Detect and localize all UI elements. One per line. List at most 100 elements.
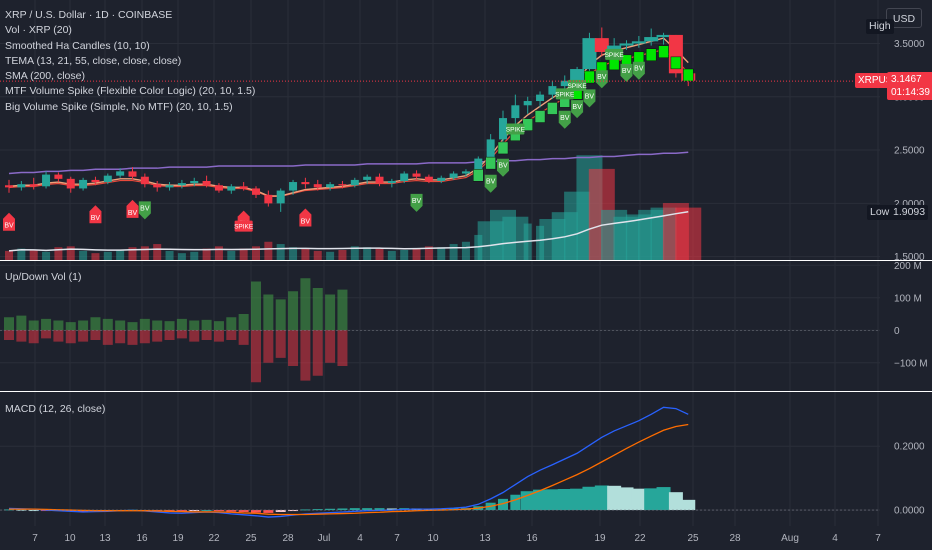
price-tick-label: 2.0000 — [894, 199, 925, 210]
candle-body — [548, 86, 557, 95]
volume-bar — [424, 246, 433, 260]
macd-histogram-bar — [337, 508, 348, 511]
candle-body — [412, 173, 421, 177]
volume-bar — [449, 244, 458, 260]
ha-candle — [534, 110, 546, 123]
up-volume-bar — [325, 294, 336, 331]
macd-tick-label: 0.0000 — [894, 506, 925, 517]
bv-marker — [620, 63, 633, 82]
candle-body — [607, 45, 622, 52]
bv-marker-label: BV — [91, 215, 101, 222]
macd-histogram-bar — [374, 508, 385, 511]
macd-histogram-bar — [288, 510, 299, 512]
candle-body — [363, 176, 372, 180]
updown-tick-label: 100 M — [894, 293, 922, 304]
bv-marker — [583, 89, 596, 108]
macd-histogram-bar — [656, 487, 671, 511]
grid-lines — [0, 0, 880, 526]
spike-marker — [506, 123, 525, 135]
candle-body — [103, 175, 112, 183]
up-volume-bar — [275, 299, 286, 331]
up-volume-bar — [90, 317, 101, 331]
legend-volume[interactable]: Vol · XRP (20) — [5, 24, 72, 37]
macd-pane[interactable] — [0, 406, 880, 518]
candle-body — [276, 190, 285, 204]
volume-bar — [437, 247, 446, 260]
bv-marker — [632, 61, 645, 80]
price-pane[interactable]: BVBVBVBVBVBVBVBVBVBVBVBVBVBVBVSPIKESPIKE… — [0, 27, 880, 260]
volume-bar — [461, 241, 470, 260]
time-tick-label: 22 — [208, 533, 220, 544]
up-volume-bar — [41, 318, 52, 331]
down-volume-bar — [152, 330, 163, 342]
candle-body — [29, 184, 38, 187]
macd-title[interactable]: MACD (12, 26, close) — [5, 403, 106, 415]
ha-candle — [497, 141, 509, 155]
volume-bar — [252, 246, 260, 260]
candle-body — [79, 179, 88, 189]
down-volume-bar — [201, 330, 212, 340]
legend-sma[interactable]: SMA (200, close) — [5, 70, 85, 83]
volume-bar — [350, 246, 359, 260]
volume-bar — [301, 248, 310, 260]
price-tick-label: 1.5000 — [894, 252, 925, 263]
down-volume-bar — [337, 330, 348, 366]
volume-bar — [165, 250, 174, 260]
up-volume-bar — [263, 294, 274, 331]
down-volume-bar — [251, 330, 261, 383]
ha-candle — [683, 68, 694, 82]
updown-volume-pane[interactable] — [0, 278, 880, 383]
volume-bar — [214, 246, 223, 260]
macd-histogram-bar — [325, 508, 336, 511]
down-volume-bar — [139, 330, 150, 344]
candles — [5, 27, 696, 212]
currency-button[interactable]: USD — [886, 8, 922, 28]
spike-marker — [605, 48, 624, 60]
legend-ha-candles[interactable]: Smoothed Ha Candles (10, 10) — [5, 39, 150, 52]
volume-bar — [412, 248, 421, 260]
down-volume-bar — [164, 330, 175, 340]
bv-marker — [89, 205, 102, 224]
price-tick-label: 3.5000 — [894, 39, 925, 50]
volume-bar — [326, 251, 335, 260]
macd-histogram-bar — [619, 487, 634, 511]
macd-tick-label: 0.2000 — [894, 442, 925, 453]
down-volume-bar — [312, 330, 323, 376]
bv-marker — [3, 212, 15, 231]
volume-bar — [338, 249, 347, 260]
time-tick-label: 16 — [526, 533, 538, 544]
volume-bars — [5, 155, 702, 260]
last-price-tag: 3.1467 01:14:39 — [887, 72, 932, 100]
down-volume-bar — [127, 330, 138, 345]
down-volume-bar — [238, 330, 249, 345]
up-volume-bar — [127, 322, 138, 331]
spike-marker — [234, 220, 253, 232]
candle-body — [214, 185, 223, 191]
spike-marker-label: SPIKE — [555, 91, 575, 98]
macd-histogram-bar — [362, 508, 373, 511]
up-volume-bar — [28, 320, 39, 331]
macd-histogram-bar — [238, 510, 249, 512]
legend-mtf-spike[interactable]: MTF Volume Spike (Flexible Color Logic) … — [5, 85, 256, 98]
macd-histogram-bar — [668, 492, 683, 511]
volume-bar — [66, 246, 75, 260]
bv-marker-label: BV — [486, 179, 496, 186]
legend-tema[interactable]: TEMA (13, 21, 55, close, close, close) — [5, 54, 182, 67]
up-volume-bar — [16, 315, 27, 331]
bv-marker-label: BV — [572, 104, 582, 111]
smoothed-ha-candles — [473, 45, 694, 182]
legend-big-spike[interactable]: Big Volume Spike (Simple, No MTF) (20, 1… — [5, 100, 233, 113]
bv-marker — [497, 158, 509, 177]
volume-bar — [190, 251, 199, 260]
volume-bar — [140, 246, 149, 260]
updown-title[interactable]: Up/Down Vol (1) — [5, 271, 82, 283]
updown-axis: 200 M 100 M 0 −100 M — [894, 261, 928, 370]
time-tick-label: 7 — [394, 533, 400, 544]
candle-body — [387, 180, 396, 184]
candle-body — [140, 176, 149, 185]
candle-body — [461, 171, 470, 174]
bv-marker — [571, 100, 584, 119]
ha-candle — [645, 48, 657, 62]
up-volume-bar — [238, 314, 249, 331]
legend-symbol[interactable]: XRP / U.S. Dollar · 1D · COINBASE — [5, 9, 173, 21]
